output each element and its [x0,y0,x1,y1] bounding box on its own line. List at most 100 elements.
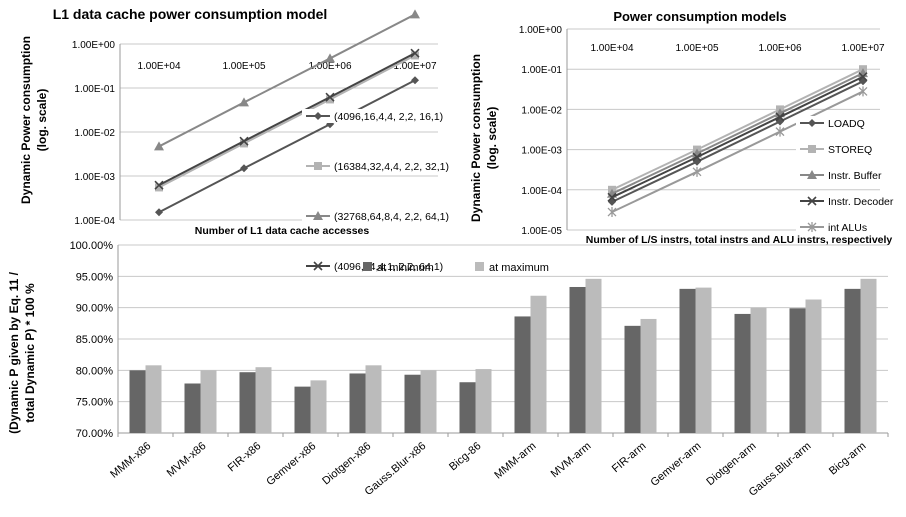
y-tick-label: 70.00% [76,428,114,440]
x-tick-label: 1.00E+07 [393,61,437,72]
data-point [692,166,702,177]
legend-marker [808,119,816,127]
series-lines [607,65,868,218]
y-tick-labels: 1.00E-04 1.00E-03 1.00E-02 1.00E-01 1.00E+00 [72,40,116,227]
legend-label: LOADQ [828,118,865,130]
data-point [410,48,420,58]
x-axis-label: Number of L/S instrs, total instrs and A… [586,234,893,246]
legend-marker [313,261,323,271]
legend: (4096,16,4,4, 2,2, 16,1) (16384,32,4,4, 2… [302,109,449,273]
y-tick-label: 75.00% [76,397,114,409]
legend-marker [314,162,322,170]
legend-label: Instr. Decoder [828,196,894,208]
x-tick-labels: MMM-x86 MVM-x86 FIR-x86 Gemver-x86 Diotgen-x… [108,440,868,499]
legend-marker [313,211,323,220]
y-axis-label-line2: (log. scale) [485,107,499,170]
data-point [239,136,249,146]
legend-marker [807,196,817,206]
legend-label: at minimum [377,262,434,274]
y-axis-label-line2: (log. scale) [35,89,49,152]
bar [420,370,437,433]
bar [184,383,201,433]
data-point [325,92,335,102]
data-point [607,192,617,202]
data-point [155,183,163,192]
bar [239,372,256,433]
bar [569,286,586,433]
series-line [158,52,416,187]
bars [129,278,877,433]
legend-bg [302,209,440,223]
legend-label: (4096,64,4,1, 2,2, 64,1) [334,261,443,273]
x-tick-labels: 1.00E+04 1.00E+05 1.00E+06 1.00E+07 [137,61,437,72]
series-line [611,68,864,191]
x-axis-label: Number of L1 data cache accesses [195,225,370,237]
legend-bg [302,109,440,123]
legend-label: (32768,64,8,4, 2,2, 64,1) [334,211,449,223]
legend-label: (4096,16,4,4, 2,2, 16,1) [334,111,443,123]
y-tick-label: 1.00E-04 [74,216,115,227]
legend-bg [302,159,440,173]
chart-title: Power consumption models [613,9,786,24]
y-tick-label: 85.00% [76,334,114,346]
x-tick-label: Bicg-86 [447,440,483,473]
legend-swatch [475,262,484,271]
bar [585,278,602,433]
y-tick-label: 1.00E-02 [74,128,115,139]
bar [695,287,712,433]
data-point [411,76,419,85]
series-line [611,90,864,213]
chart-title: L1 data cache power consumption model [53,6,328,22]
x-tick-label: 1.00E+07 [841,43,885,54]
bar [514,316,531,433]
series-line [611,72,864,195]
legend-bg [796,220,900,234]
y-tick-label: 1.00E-04 [521,186,562,197]
y-tick-label: 1.00E-03 [521,146,562,157]
data-point [411,51,419,60]
x-tick-labels: 1.00E+04 1.00E+05 1.00E+06 1.00E+07 [590,43,885,54]
y-tick-label: 1.00E-01 [74,84,115,95]
x-tick-label: 1.00E+06 [308,61,352,72]
x-tick-label: Gemver-x86 [264,440,318,488]
data-point [154,141,164,151]
legend-label: (16384,32,4,4, 2,2, 32,1) [334,161,449,173]
bar [349,373,366,433]
bar [844,288,861,433]
y-tick-label: 1.00E-05 [521,226,562,237]
legend-bg [796,168,900,182]
bar [475,369,492,433]
bar [459,382,476,433]
y-tick-label: 100.00% [70,240,114,252]
legend-bg [796,194,900,208]
series-line [611,75,864,199]
series-line [611,80,864,203]
bar [640,318,657,433]
data-point [155,208,163,217]
x-tick-label: 1.00E+04 [137,61,181,72]
y-tick-labels: 70.00% 75.00% 80.00% 85.00% 90.00% 95.00% 100.… [70,240,114,440]
data-point [775,126,785,137]
bar [750,307,767,433]
bar [734,313,751,433]
y-tick-label: 1.00E+00 [519,25,563,36]
legend-bg [796,142,900,156]
y-tick-label: 1.00E+00 [72,40,116,51]
x-tick-label: MMM-x86 [108,440,153,481]
data-point [239,97,249,107]
bar [255,367,272,433]
bar [404,374,421,433]
x-tick-label: 1.00E+06 [758,43,802,54]
bar [679,288,696,433]
x-tick-label: 1.00E+05 [222,61,266,72]
data-point [326,95,334,104]
legend-marker [807,170,817,179]
y-axis-label-line1: Dynamic Power consumption [469,54,483,222]
bar [624,325,641,433]
x-tick-label: MVM-x86 [165,440,209,479]
legend-label: int ALUs [828,222,867,234]
bar [365,365,382,433]
legend-label: STOREQ [828,144,872,156]
x-tick-label: Bicg-arm [827,440,868,477]
